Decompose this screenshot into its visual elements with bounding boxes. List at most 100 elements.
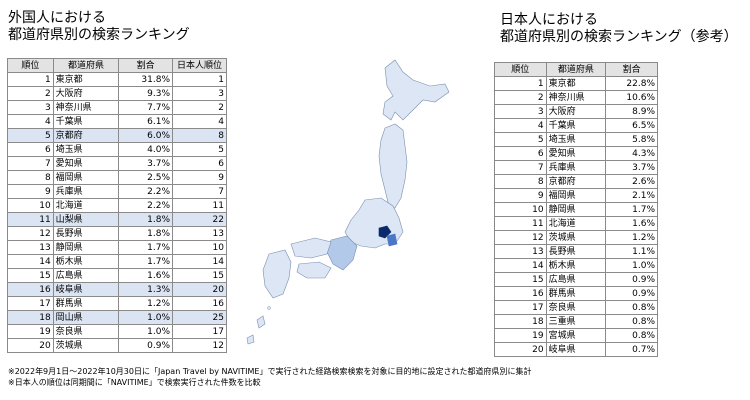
cell-prefecture: 山梨県: [52, 212, 120, 227]
cell-prefecture: 京都府: [52, 128, 120, 143]
cell-prefecture: 神奈川県: [545, 90, 607, 105]
cell-rank: 12: [7, 226, 54, 241]
table-row: 15 広島県 0.9%: [494, 272, 658, 287]
cell-share: 6.0%: [118, 128, 174, 143]
table-row: 17 奈良県 0.8%: [494, 300, 658, 315]
table-row: 5 埼玉県 5.8%: [494, 132, 658, 147]
cell-prefecture: 群馬県: [545, 286, 607, 301]
cell-japanese-rank: 2: [172, 100, 227, 115]
table-row: 14 栃木県 1.0%: [494, 258, 658, 273]
japan-map-svg: [246, 59, 450, 345]
cell-prefecture: 埼玉県: [545, 132, 607, 147]
table-row: 18 岡山県 1.0% 25: [7, 310, 227, 325]
cell-rank: 19: [7, 324, 54, 339]
cell-share: 1.8%: [118, 212, 174, 227]
cell-japanese-rank: 17: [172, 324, 227, 339]
cell-rank: 10: [7, 198, 54, 213]
cell-share: 2.2%: [118, 184, 174, 199]
map-region-kyushu: [262, 249, 292, 299]
cell-share: 1.0%: [605, 258, 658, 273]
cell-prefecture: 千葉県: [545, 118, 607, 133]
table-row: 9 兵庫県 2.2% 7: [7, 184, 227, 199]
cell-prefecture: 宮城県: [545, 328, 607, 343]
cell-prefecture: 大阪府: [52, 86, 120, 101]
map-region-kanagawa-chiba: [386, 233, 398, 247]
cell-rank: 19: [494, 328, 547, 343]
cell-share: 4.0%: [118, 142, 174, 157]
cell-japanese-rank: 20: [172, 282, 227, 297]
cell-share: 5.8%: [605, 132, 658, 147]
cell-japanese-rank: 9: [172, 170, 227, 185]
cell-prefecture: 京都府: [545, 174, 607, 189]
cell-rank: 6: [7, 142, 54, 157]
cell-rank: 3: [494, 104, 547, 119]
cell-prefecture: 長野県: [545, 244, 607, 259]
cell-prefecture: 北海道: [545, 216, 607, 231]
cell-rank: 13: [494, 244, 547, 259]
cell-share: 0.8%: [605, 314, 658, 329]
cell-rank: 15: [7, 268, 54, 283]
cell-share: 1.3%: [118, 282, 174, 297]
table-row: 13 静岡県 1.7% 10: [7, 240, 227, 255]
cell-share: 1.0%: [118, 310, 174, 325]
cell-share: 1.1%: [605, 244, 658, 259]
header-prefecture: 都道府県: [545, 62, 607, 77]
table-row: 8 福岡県 2.5% 9: [7, 170, 227, 185]
cell-japanese-rank: 4: [172, 114, 227, 129]
table-row: 9 福岡県 2.1%: [494, 188, 658, 203]
cell-rank: 17: [7, 296, 54, 311]
cell-japanese-rank: 13: [172, 226, 227, 241]
cell-prefecture: 栃木県: [545, 258, 607, 273]
table-row: 3 神奈川県 7.7% 2: [7, 100, 227, 115]
map-region-chugoku: [290, 237, 332, 259]
table-row: 7 愛知県 3.7% 6: [7, 156, 227, 171]
cell-prefecture: 兵庫県: [545, 160, 607, 175]
cell-japanese-rank: 1: [172, 72, 227, 87]
cell-share: 9.3%: [118, 86, 174, 101]
cell-rank: 12: [494, 230, 547, 245]
cell-prefecture: 兵庫県: [52, 184, 120, 199]
cell-rank: 15: [494, 272, 547, 287]
cell-rank: 8: [494, 174, 547, 189]
header-rank: 順位: [494, 62, 547, 77]
table-row: 14 栃木県 1.7% 14: [7, 254, 227, 269]
header-prefecture: 都道府県: [52, 58, 120, 73]
cell-prefecture: 埼玉県: [52, 142, 120, 157]
table-row: 7 兵庫県 3.7%: [494, 160, 658, 175]
table-row: 11 山梨県 1.8% 22: [7, 212, 227, 227]
cell-share: 1.0%: [118, 324, 174, 339]
cell-rank: 16: [7, 282, 54, 297]
table-row: 6 愛知県 4.3%: [494, 146, 658, 161]
cell-japanese-rank: 6: [172, 156, 227, 171]
table-row: 16 岐阜県 1.3% 20: [7, 282, 227, 297]
table-row: 2 神奈川県 10.6%: [494, 90, 658, 105]
cell-share: 1.2%: [118, 296, 174, 311]
cell-share: 2.2%: [118, 198, 174, 213]
cell-prefecture: 奈良県: [52, 324, 120, 339]
japanese-ranking-title: 日本人における 都道府県別の検索ランキング（参考）: [500, 12, 738, 45]
cell-prefecture: 愛知県: [545, 146, 607, 161]
cell-share: 1.7%: [118, 240, 174, 255]
cell-rank: 7: [7, 156, 54, 171]
table-row: 13 長野県 1.1%: [494, 244, 658, 259]
cell-rank: 4: [494, 118, 547, 133]
cell-prefecture: 福岡県: [52, 170, 120, 185]
table-row: 12 茨城県 1.2%: [494, 230, 658, 245]
map-region-tokyo: [378, 225, 392, 239]
table-row: 10 北海道 2.2% 11: [7, 198, 227, 213]
cell-rank: 11: [7, 212, 54, 227]
cell-prefecture: 北海道: [52, 198, 120, 213]
table-header-row: 順位 都道府県 割合: [494, 62, 658, 77]
cell-share: 0.9%: [118, 338, 174, 353]
cell-rank: 6: [494, 146, 547, 161]
cell-japanese-rank: 12: [172, 338, 227, 353]
cell-japanese-rank: 25: [172, 310, 227, 325]
cell-share: 1.2%: [605, 230, 658, 245]
map-region-okinawa: [246, 315, 266, 345]
table-row: 1 東京都 22.8%: [494, 76, 658, 91]
cell-share: 2.5%: [118, 170, 174, 185]
table-row: 19 奈良県 1.0% 17: [7, 324, 227, 339]
cell-share: 3.7%: [605, 160, 658, 175]
cell-prefecture: 岐阜県: [545, 342, 607, 357]
japanese-ranking-rows: 1 東京都 22.8% 2 神奈川県 10.6% 3 大阪府 8.9% 4 千葉県 6.5% 5 埼玉県 5…: [494, 76, 658, 357]
